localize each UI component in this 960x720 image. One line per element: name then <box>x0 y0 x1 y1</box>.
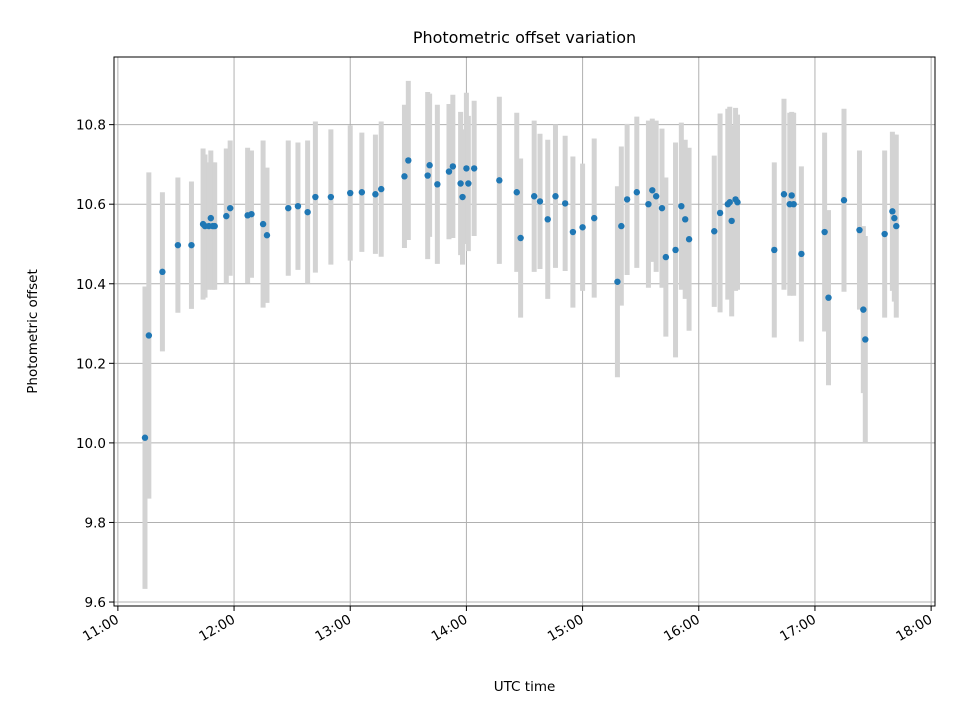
data-point <box>530 193 538 200</box>
data-point <box>821 228 828 236</box>
data-point <box>771 246 778 254</box>
data-point <box>358 189 366 196</box>
data-point <box>726 199 733 206</box>
data-point <box>207 214 215 222</box>
data-point <box>226 204 234 212</box>
y-tick-label: 10.6 <box>76 197 106 213</box>
data-point <box>424 172 431 179</box>
data-point <box>711 228 718 235</box>
data-point <box>652 193 660 200</box>
data-point <box>662 253 670 261</box>
data-point <box>145 332 153 339</box>
data-point <box>645 200 652 208</box>
data-point <box>159 268 166 276</box>
data-point <box>513 189 520 196</box>
data-point <box>734 199 741 206</box>
data-point <box>798 250 805 258</box>
data-point <box>517 234 524 242</box>
data-point <box>561 200 569 207</box>
data-point <box>825 294 832 301</box>
data-point <box>678 202 685 210</box>
data-point <box>840 197 848 204</box>
data-point <box>618 222 625 230</box>
data-point <box>716 209 724 217</box>
data-point <box>856 226 863 234</box>
data-point <box>459 193 466 201</box>
data-point <box>211 222 218 230</box>
data-point <box>470 165 478 172</box>
data-point <box>463 165 470 172</box>
data-point <box>434 181 441 188</box>
y-tick-label: 10.4 <box>76 277 106 293</box>
data-point <box>304 208 311 216</box>
data-point <box>891 214 898 222</box>
data-point <box>881 230 888 238</box>
data-point <box>579 224 586 231</box>
y-tick-label: 10.0 <box>76 436 106 452</box>
data-point <box>188 241 195 249</box>
data-point <box>685 236 693 243</box>
data-point <box>893 222 900 230</box>
y-tick-label: 9.6 <box>85 595 106 611</box>
data-point <box>614 278 621 285</box>
data-point <box>682 216 689 223</box>
data-point <box>544 216 551 223</box>
y-tick-label: 10.8 <box>76 118 106 134</box>
y-tick-label: 10.2 <box>76 356 106 372</box>
x-axis-label: UTC time <box>494 679 556 695</box>
data-point <box>372 191 379 198</box>
y-tick-label: 9.8 <box>85 515 106 531</box>
data-point <box>223 212 230 220</box>
data-point <box>401 173 408 180</box>
data-point <box>174 241 182 249</box>
data-points <box>141 157 900 441</box>
data-point <box>552 193 559 200</box>
data-point <box>405 157 412 164</box>
data-point <box>649 187 656 194</box>
data-point <box>862 336 869 343</box>
data-point <box>788 192 795 199</box>
data-point <box>728 217 735 225</box>
data-point <box>623 196 631 203</box>
chart-title: Photometric offset variation <box>413 28 636 47</box>
data-point <box>263 232 271 239</box>
data-point <box>860 306 867 313</box>
data-point <box>633 189 641 196</box>
data-point <box>449 163 457 170</box>
data-point <box>790 200 797 208</box>
data-point <box>347 189 354 197</box>
data-point <box>457 180 464 187</box>
data-point <box>465 180 472 187</box>
data-point <box>780 191 788 198</box>
data-point <box>536 198 544 205</box>
y-axis-label: Photometric offset <box>25 269 41 393</box>
data-point <box>248 210 255 218</box>
plot-frame <box>113 56 936 607</box>
data-point <box>658 204 666 212</box>
data-point <box>294 202 302 210</box>
y-axis: 9.6 9.8 10.0 10.2 10.4 10.6 10.8 <box>76 118 114 611</box>
data-point <box>378 185 385 193</box>
data-point <box>591 214 598 222</box>
data-point <box>496 177 503 184</box>
data-point <box>312 193 319 201</box>
data-point <box>889 208 896 215</box>
data-point <box>445 168 453 175</box>
data-point <box>285 204 292 212</box>
data-point <box>426 162 433 169</box>
data-point <box>141 434 149 441</box>
data-point <box>259 220 267 228</box>
data-point <box>672 246 679 254</box>
data-point <box>569 228 577 236</box>
data-point <box>327 193 335 201</box>
